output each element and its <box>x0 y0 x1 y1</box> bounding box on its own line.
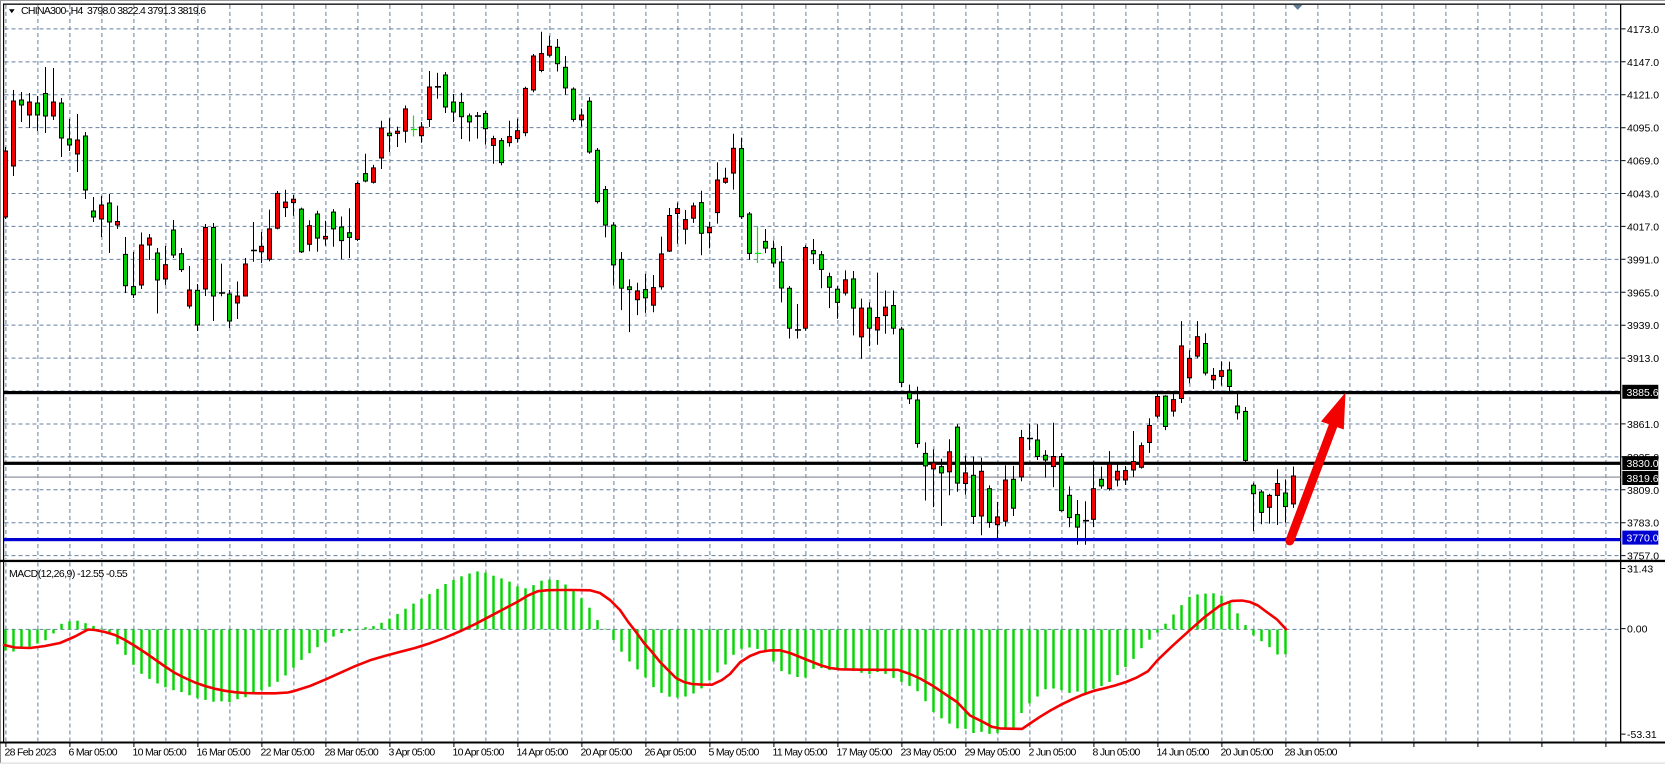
svg-text:28 Mar 05:00: 28 Mar 05:00 <box>325 747 379 759</box>
svg-text:MACD(12,26,9) -12.55 -0.55: MACD(12,26,9) -12.55 -0.55 <box>9 568 128 580</box>
svg-text:5 May 05:00: 5 May 05:00 <box>709 747 760 759</box>
svg-text:0.00: 0.00 <box>1627 624 1648 636</box>
svg-text:31.43: 31.43 <box>1627 564 1653 576</box>
svg-text:20 Apr 05:00: 20 Apr 05:00 <box>581 747 633 759</box>
svg-text:3 Apr 05:00: 3 Apr 05:00 <box>389 747 436 759</box>
svg-text:11 May 05:00: 11 May 05:00 <box>773 747 828 759</box>
svg-text:4017.0: 4017.0 <box>1627 221 1659 233</box>
svg-text:3965.0: 3965.0 <box>1627 287 1659 299</box>
svg-text:4173.0: 4173.0 <box>1627 24 1659 36</box>
svg-text:23 May 05:00: 23 May 05:00 <box>901 747 957 759</box>
svg-text:-53.31: -53.31 <box>1627 729 1657 741</box>
svg-text:3783.0: 3783.0 <box>1627 518 1659 530</box>
svg-text:CHINA300-,H4 3798.0 3822.4 37: CHINA300-,H4 3798.0 3822.4 3791.3 3819.6 <box>21 5 206 17</box>
svg-text:22 Mar 05:00: 22 Mar 05:00 <box>261 747 315 759</box>
svg-text:4043.0: 4043.0 <box>1627 189 1659 201</box>
svg-text:4069.0: 4069.0 <box>1627 156 1659 168</box>
svg-text:3809.0: 3809.0 <box>1627 485 1659 497</box>
svg-text:2 Jun 05:00: 2 Jun 05:00 <box>1029 747 1077 759</box>
svg-text:29 May 05:00: 29 May 05:00 <box>965 747 1021 759</box>
svg-text:3757.0: 3757.0 <box>1627 551 1659 563</box>
svg-text:3830.0: 3830.0 <box>1627 458 1659 470</box>
svg-text:4147.0: 4147.0 <box>1627 57 1659 69</box>
svg-text:20 Jun 05:00: 20 Jun 05:00 <box>1221 747 1274 759</box>
svg-text:10 Mar 05:00: 10 Mar 05:00 <box>133 747 187 759</box>
svg-text:3939.0: 3939.0 <box>1627 320 1659 332</box>
svg-text:14 Jun 05:00: 14 Jun 05:00 <box>1157 747 1210 759</box>
svg-text:3991.0: 3991.0 <box>1627 254 1659 266</box>
svg-text:16 Mar 05:00: 16 Mar 05:00 <box>197 747 251 759</box>
svg-text:10 Apr 05:00: 10 Apr 05:00 <box>453 747 505 759</box>
svg-text:28 Feb 2023: 28 Feb 2023 <box>5 747 57 759</box>
svg-text:26 Apr 05:00: 26 Apr 05:00 <box>645 747 697 759</box>
svg-text:14 Apr 05:00: 14 Apr 05:00 <box>517 747 569 759</box>
svg-text:3861.0: 3861.0 <box>1627 419 1659 431</box>
svg-text:6 Mar 05:00: 6 Mar 05:00 <box>69 747 118 759</box>
svg-text:28 Jun 05:00: 28 Jun 05:00 <box>1285 747 1338 759</box>
svg-text:3770.0: 3770.0 <box>1627 533 1659 545</box>
svg-text:3885.6: 3885.6 <box>1627 387 1659 399</box>
svg-text:8 Jun 05:00: 8 Jun 05:00 <box>1093 747 1141 759</box>
svg-text:17 May 05:00: 17 May 05:00 <box>837 747 893 759</box>
svg-text:3913.0: 3913.0 <box>1627 353 1659 365</box>
svg-text:3819.6: 3819.6 <box>1627 473 1659 485</box>
svg-text:4095.0: 4095.0 <box>1627 123 1659 135</box>
svg-text:4121.0: 4121.0 <box>1627 90 1659 102</box>
